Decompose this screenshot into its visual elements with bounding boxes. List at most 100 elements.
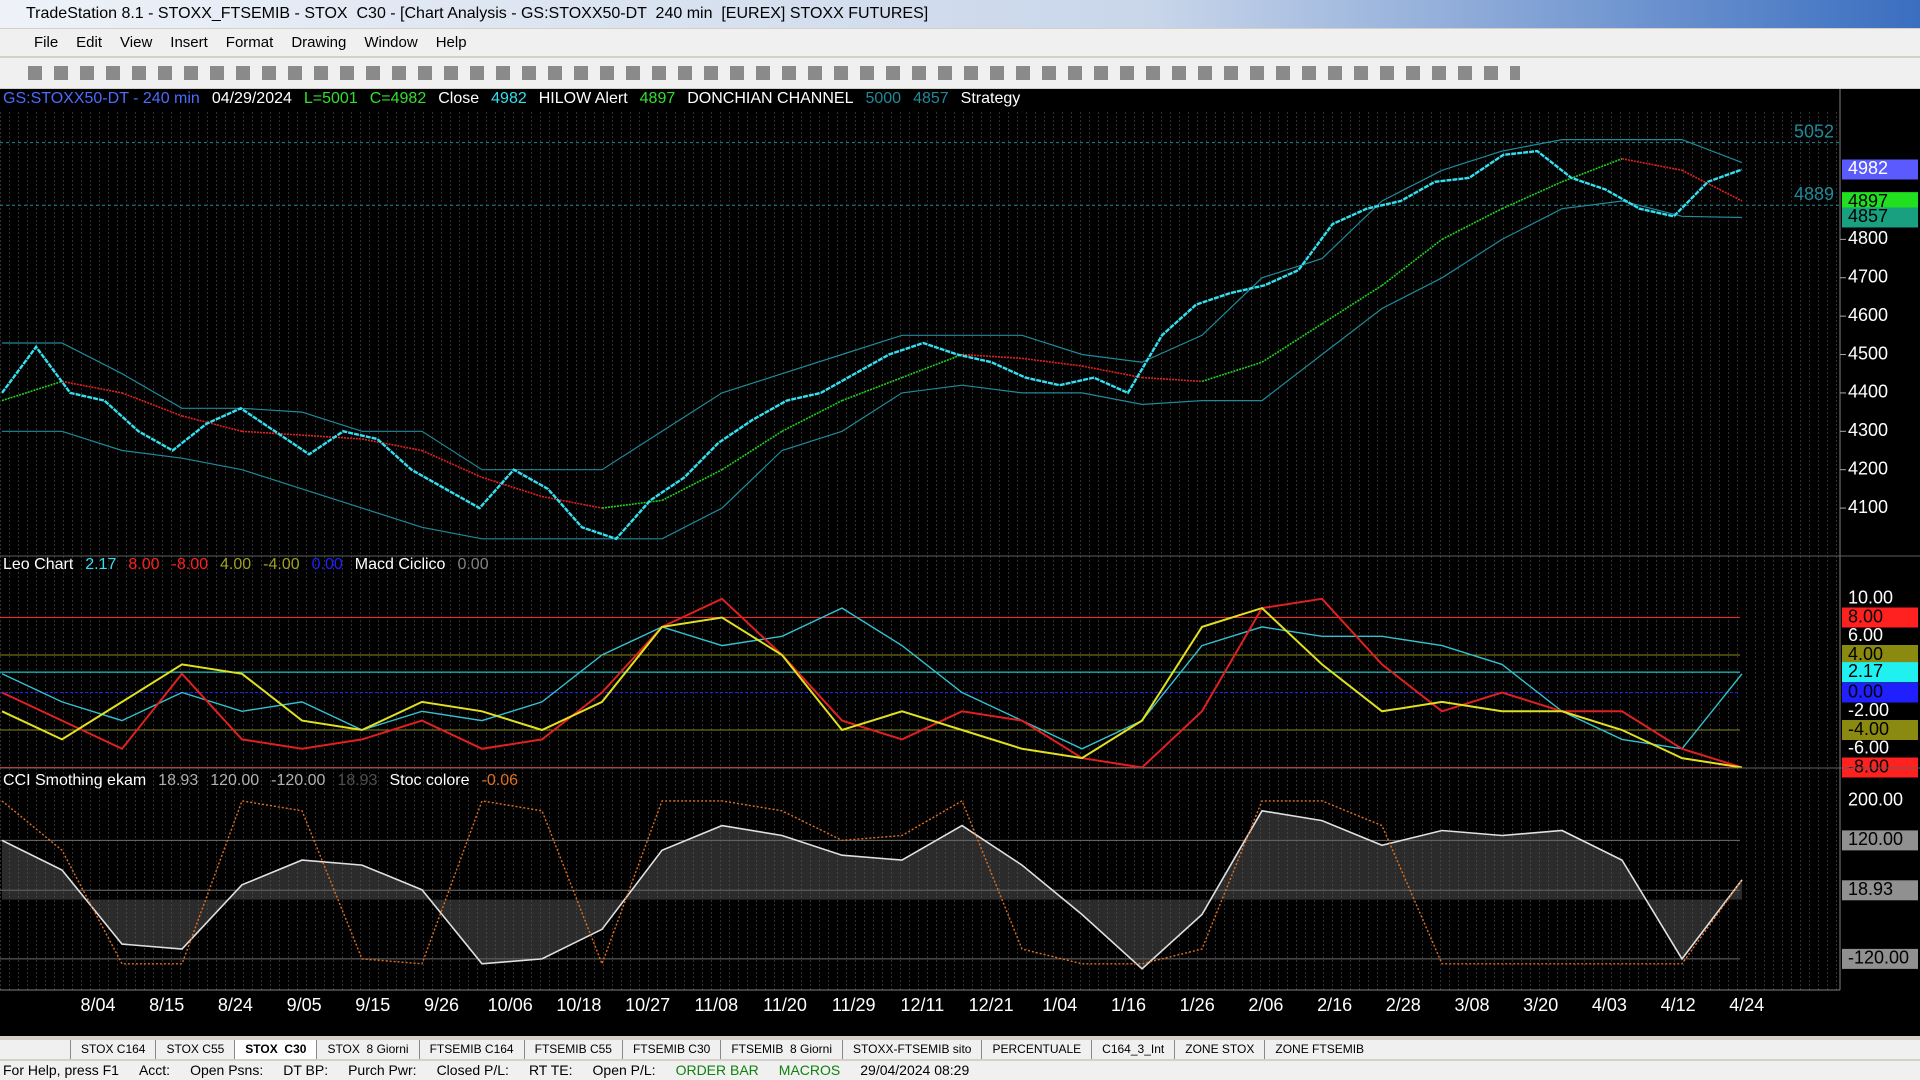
header-text: 0.00 xyxy=(311,556,343,573)
tab[interactable]: ZONE STOX xyxy=(1174,1040,1264,1059)
pane-header: GS:STOXX50-DT - 240 min 04/29/2024 L=5001 C… xyxy=(3,90,1020,108)
menu-bar: File Edit View Insert Format Drawing Window Hel… xyxy=(0,29,1920,56)
x-tick-label: 10/27 xyxy=(625,995,670,1015)
series-line xyxy=(2,200,1743,540)
tab[interactable]: FTSEMIB C55 xyxy=(523,1040,622,1059)
menu-item[interactable]: View xyxy=(120,34,153,51)
y-tick-label-box xyxy=(1842,880,1918,901)
price-marker-box xyxy=(1842,207,1918,228)
y-tick-label: 4800 xyxy=(1848,228,1888,248)
ma-segment xyxy=(241,430,303,436)
header-text: GS:STOXX50-DT - 240 min xyxy=(3,90,200,107)
toolbar xyxy=(0,58,1920,88)
chart-area: 4100 4200 4300 4400 4500 4600 4700 4800 5052 4889… xyxy=(0,89,1920,1036)
tab[interactable]: PERCENTUALE xyxy=(981,1040,1091,1059)
ma-segment xyxy=(661,468,723,502)
menu-item[interactable]: Insert xyxy=(170,34,208,51)
x-tick-label: 9/26 xyxy=(424,995,459,1015)
ma-segment xyxy=(1621,157,1683,172)
header-text: 04/29/2024 xyxy=(211,90,292,107)
header-text: 4982 xyxy=(491,90,527,107)
x-tick-label: 2/28 xyxy=(1386,995,1421,1015)
series-line xyxy=(2,139,1743,471)
y-tick-label: -120.00 xyxy=(1848,948,1909,968)
header-text: 18.93 xyxy=(337,772,378,789)
pane-header: CCI Smothing ekam 18.93 120.00 -120.00 18.93… xyxy=(3,772,518,790)
y-tick-label: 4300 xyxy=(1848,420,1888,440)
tab[interactable]: STOX 8 Giorni xyxy=(316,1040,418,1059)
x-tick-label: 8/15 xyxy=(149,995,184,1015)
y-tick-label: 10.00 xyxy=(1848,588,1893,608)
header-text: -8.00 xyxy=(171,556,209,573)
header-text: 4897 xyxy=(639,90,676,107)
status-item: Purch Pwr: xyxy=(348,1062,417,1078)
y-tick-label: 4600 xyxy=(1848,305,1888,325)
level-label: 4889 xyxy=(1794,184,1834,204)
menu-item[interactable]: Window xyxy=(364,34,418,51)
menu-item[interactable]: Format xyxy=(225,34,274,51)
y-tick-label-box xyxy=(1842,948,1918,969)
tab[interactable]: FTSEMIB C164 xyxy=(418,1040,524,1059)
status-item: ORDER BAR xyxy=(675,1062,759,1078)
status-item: RT TE: xyxy=(528,1062,573,1078)
price-marker-box xyxy=(1842,192,1918,213)
x-tick-label: 4/24 xyxy=(1729,995,1764,1015)
y-tick-label-box xyxy=(1842,682,1918,703)
ma-segment xyxy=(841,376,903,402)
series-line xyxy=(1,607,1743,750)
ma-segment xyxy=(1681,169,1743,202)
ma-segment xyxy=(961,353,1023,360)
tab[interactable]: STOX C164 xyxy=(70,1040,155,1059)
ma-segment xyxy=(121,392,183,417)
tab[interactable]: STOXX-FTSEMIB sito xyxy=(842,1040,981,1059)
header-text: 5000 xyxy=(865,90,902,107)
cci-area xyxy=(2,810,1742,969)
x-tick-label: 4/03 xyxy=(1592,995,1627,1015)
ma-segment xyxy=(1501,181,1563,210)
header-text: 120.00 xyxy=(210,772,260,789)
status-item: 29/04/2024 08:29 xyxy=(860,1062,970,1078)
tab[interactable]: STOX C30 xyxy=(234,1040,317,1059)
x-tick-label: 12/11 xyxy=(901,995,945,1015)
ma-segment xyxy=(1141,376,1203,383)
x-tick-label: 2/16 xyxy=(1317,995,1352,1015)
menu-item[interactable]: Help xyxy=(435,34,467,51)
ma-segment xyxy=(361,438,423,452)
x-tick-label: 11/08 xyxy=(694,995,738,1015)
menu-item[interactable]: Drawing xyxy=(291,34,347,51)
ma-segment xyxy=(1381,238,1443,287)
x-tick-label: 8/24 xyxy=(218,995,253,1015)
y-tick-label-box xyxy=(1842,645,1918,665)
y-tick-label-box xyxy=(1842,830,1918,851)
y-tick-label: 2.17 xyxy=(1848,661,1883,681)
series-line xyxy=(1,597,1743,769)
y-tick-label-box xyxy=(1842,720,1918,740)
tab[interactable]: STOX C55 xyxy=(155,1040,234,1059)
tab[interactable]: FTSEMIB C30 xyxy=(621,1040,720,1059)
price-marker: 4897 xyxy=(1848,191,1888,211)
status-item: Open P/L: xyxy=(592,1062,656,1078)
level-label: 5052 xyxy=(1794,121,1834,141)
status-item: Open Psns: xyxy=(190,1062,264,1078)
menu-item[interactable]: Edit xyxy=(76,34,103,51)
tab[interactable]: FTSEMIB 8 Giorni xyxy=(720,1040,842,1059)
status-bar: For Help, press F1 Acct: Open Psns: DT BP: P… xyxy=(0,1061,1920,1080)
x-tick-label: 3/20 xyxy=(1523,995,1558,1015)
header-text: 4857 xyxy=(913,90,949,107)
y-tick-label: 4100 xyxy=(1848,497,1888,517)
y-tick-label: 0.00 xyxy=(1848,681,1883,701)
x-tick-label: 9/15 xyxy=(355,995,390,1015)
x-tick-label: 2/06 xyxy=(1248,995,1283,1015)
menu-item[interactable]: File xyxy=(34,34,59,51)
ma-segment xyxy=(541,495,603,509)
tab[interactable]: ZONE FTSEMIB xyxy=(1264,1040,1374,1059)
ma-segment xyxy=(1081,365,1143,379)
header-text: -120.00 xyxy=(271,772,326,789)
status-item: Closed P/L: xyxy=(436,1062,509,1078)
price-marker-box xyxy=(1842,159,1918,180)
tab[interactable]: C164_3_Int xyxy=(1091,1040,1174,1059)
y-tick-label: 200.00 xyxy=(1848,790,1903,810)
x-tick-label: 12/21 xyxy=(969,995,1014,1015)
header-text: 2.17 xyxy=(85,556,117,573)
header-text: Leo Chart xyxy=(3,556,74,573)
